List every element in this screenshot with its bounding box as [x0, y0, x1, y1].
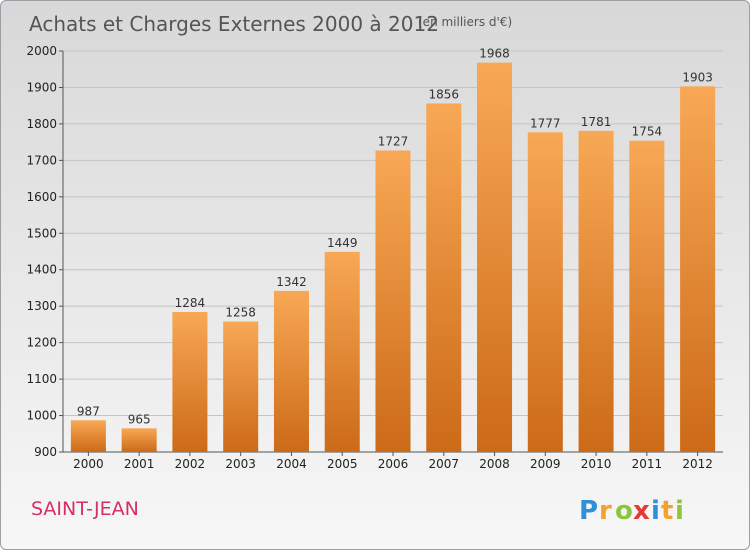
y-tick-label: 1300	[26, 299, 57, 313]
bar-2005	[324, 251, 360, 452]
y-tick-label: 1600	[26, 190, 57, 204]
bar-2003	[223, 321, 259, 452]
logo-letter-i2: i	[675, 496, 684, 526]
value-label-2008: 1968	[479, 47, 510, 61]
x-tick-label-2004: 2004	[276, 457, 307, 471]
chart-subtitle: (en milliers d'€)	[418, 15, 512, 29]
x-tick-label-2009: 2009	[530, 457, 561, 471]
x-tick-label-2012: 2012	[682, 457, 713, 471]
y-tick-label: 1100	[26, 372, 57, 386]
value-label-2011: 1754	[632, 125, 663, 139]
value-label-2000: 987	[77, 404, 100, 418]
value-label-2009: 1777	[530, 116, 561, 130]
bar-2002	[172, 312, 208, 452]
bar-2008	[477, 62, 513, 452]
y-tick-label: 1200	[26, 336, 57, 350]
x-tick-label-2003: 2003	[225, 457, 256, 471]
place-name: SAINT-JEAN	[31, 498, 139, 520]
logo-letter-t: t	[661, 496, 673, 526]
bar-2000	[70, 420, 106, 452]
y-tick-label: 2000	[26, 44, 57, 58]
bar-2011	[629, 140, 665, 453]
value-label-2012: 1903	[682, 70, 713, 84]
value-label-2010: 1781	[581, 115, 612, 129]
logo-letter-r: r	[599, 496, 612, 526]
value-label-2004: 1342	[276, 275, 307, 289]
bar-2007	[426, 103, 462, 453]
x-tick-label-2001: 2001	[124, 457, 155, 471]
x-tick-labels: 2000 2001 2002 2003 2004 2005 2006 2007 2008 2009…	[73, 452, 713, 471]
value-label-2006: 1727	[378, 135, 409, 149]
logo-letter-p: P	[579, 496, 598, 526]
y-tick-label: 1400	[26, 263, 57, 277]
y-tick-label: 1900	[26, 80, 57, 94]
value-labels: 987 965 1284 1258 1342 1449 1727 1856 1968 1777 17…	[77, 47, 713, 427]
bar-2006	[375, 150, 411, 452]
y-tick-label: 1000	[26, 409, 57, 423]
logo-letter-i1: i	[651, 496, 660, 526]
x-tick-label-2008: 2008	[479, 457, 510, 471]
x-tick-label-2000: 2000	[73, 457, 104, 471]
x-tick-label-2010: 2010	[581, 457, 612, 471]
x-tick-label-2002: 2002	[175, 457, 206, 471]
y-tick-labels: 900 1000 1100 1200 1300 1400 1500 1600 1700 1800 1…	[26, 44, 57, 459]
y-tick-label: 900	[34, 445, 57, 459]
x-tick-label-2007: 2007	[428, 457, 459, 471]
y-tick-label: 1700	[26, 153, 57, 167]
value-label-2002: 1284	[175, 296, 206, 310]
logo-letter-o: o	[615, 496, 633, 526]
value-label-2005: 1449	[327, 236, 358, 250]
value-label-2003: 1258	[225, 305, 256, 319]
bar-2012	[680, 86, 716, 453]
bar-2010	[578, 130, 614, 452]
chart-title: Achats et Charges Externes 2000 à 2012	[29, 12, 439, 36]
value-label-2007: 1856	[428, 87, 459, 101]
bar-2001	[121, 428, 157, 452]
x-tick-label-2011: 2011	[632, 457, 663, 471]
y-tick-label: 1800	[26, 117, 57, 131]
value-label-2001: 965	[128, 412, 151, 426]
x-tick-label-2005: 2005	[327, 457, 358, 471]
x-tick-label-2006: 2006	[378, 457, 409, 471]
logo-letter-x: x	[633, 496, 650, 526]
bar-2009	[527, 132, 563, 452]
bars	[70, 62, 716, 453]
proxiti-logo: P r o x i t i	[579, 496, 684, 526]
y-tick-label: 1500	[26, 226, 57, 240]
bar-2004	[273, 290, 309, 452]
